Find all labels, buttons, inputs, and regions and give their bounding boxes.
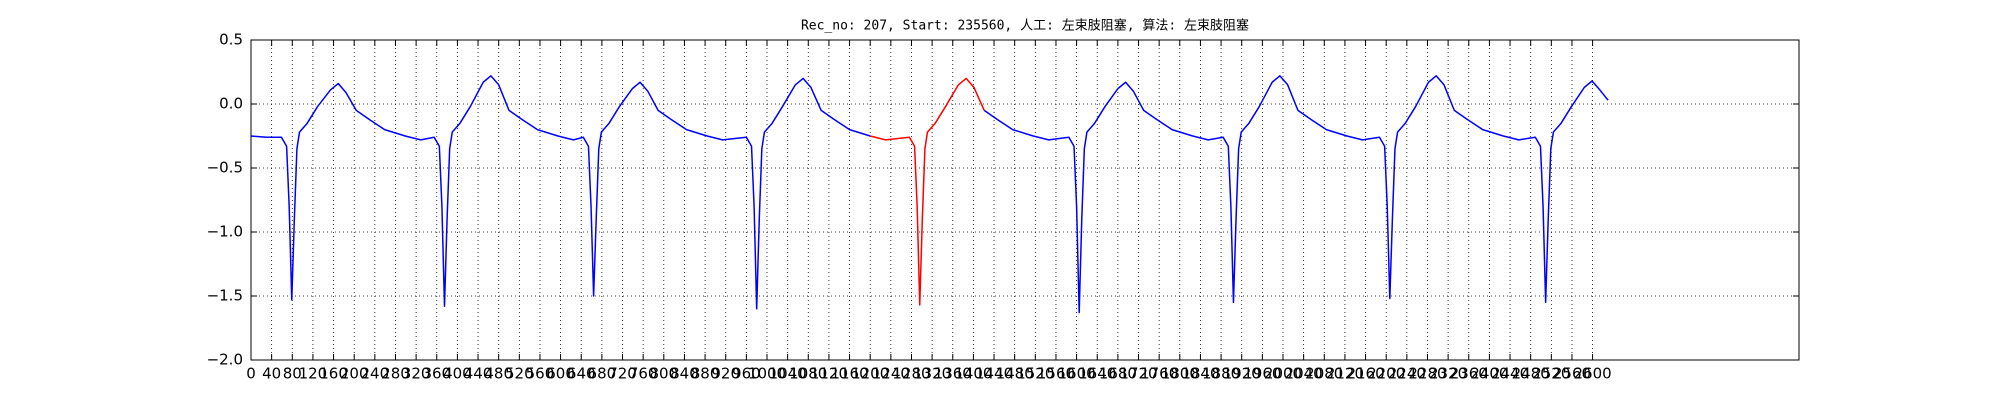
x-tick-label: 720 (608, 365, 637, 383)
x-tick-label: 1280 (892, 365, 930, 383)
x-tick-label: 640 (567, 365, 596, 383)
x-tick-label: 2200 (1367, 365, 1405, 383)
x-tick-label: 2560 (1553, 365, 1591, 383)
x-tick-label: 1400 (954, 365, 992, 383)
x-tick-label: 1120 (810, 365, 848, 383)
y-tick-label: −0.5 (207, 159, 243, 177)
x-tick-label: 1200 (851, 365, 889, 383)
x-tick-label: 320 (402, 365, 431, 383)
x-tick-label: 760 (629, 365, 658, 383)
x-tick-label: 1080 (789, 365, 827, 383)
x-tick-label: 2240 (1388, 365, 1426, 383)
x-tick-label: 1680 (1099, 365, 1137, 383)
y-tick-label: −1.5 (207, 287, 243, 305)
x-tick-label: 480 (484, 365, 513, 383)
x-tick-label: 2480 (1512, 365, 1550, 383)
x-tick-label: 600 (546, 365, 575, 383)
x-tick-label: 200 (340, 365, 369, 383)
x-tick-label: 120 (299, 365, 328, 383)
x-tick-label: 2440 (1491, 365, 1529, 383)
x-tick-label: 1720 (1119, 365, 1157, 383)
x-tick-label: 160 (319, 365, 348, 383)
x-tick-label: 1160 (830, 365, 868, 383)
x-tick-label: 1840 (1181, 365, 1219, 383)
x-tick-label: 0 (246, 365, 256, 383)
data-line (870, 77, 985, 306)
y-tick-label: −2.0 (207, 351, 243, 369)
x-tick-label: 2080 (1305, 365, 1343, 383)
x-tick-label: 960 (732, 365, 761, 383)
x-tick-label: 2000 (1264, 365, 1302, 383)
data-line (983, 75, 1609, 314)
x-tick-label: 1440 (975, 365, 1013, 383)
x-tick-label: 1640 (1078, 365, 1116, 383)
x-tick-label: 1880 (1202, 365, 1240, 383)
plot-frame (250, 39, 1800, 361)
x-tick-label: 1320 (913, 365, 951, 383)
x-tick-label: 2320 (1429, 365, 1467, 383)
x-tick-label: 520 (505, 365, 534, 383)
x-tick-label: 1520 (1016, 365, 1054, 383)
x-tick-label: 920 (711, 365, 740, 383)
x-tick-label: 800 (649, 365, 678, 383)
x-tick-label: 440 (464, 365, 493, 383)
x-tick-label: 1760 (1140, 365, 1178, 383)
x-tick-label: 1360 (934, 365, 972, 383)
x-tick-label: 1800 (1161, 365, 1199, 383)
x-tick-label: 560 (526, 365, 555, 383)
x-tick-label: 240 (361, 365, 390, 383)
x-tick-label: 2400 (1470, 365, 1508, 383)
x-tick-label: 80 (283, 365, 302, 383)
x-tick-label: 2160 (1346, 365, 1384, 383)
x-tick-label: 1600 (1058, 365, 1096, 383)
x-tick-label: 1040 (769, 365, 807, 383)
x-tick-label: 2600 (1574, 365, 1612, 383)
x-tick-label: 1480 (996, 365, 1034, 383)
x-tick-label: 880 (691, 365, 720, 383)
x-tick-label: 840 (670, 365, 699, 383)
y-tick-label: 0.5 (219, 31, 243, 49)
x-tick-label: 280 (381, 365, 410, 383)
x-tick-label: 1560 (1037, 365, 1075, 383)
x-tick-label: 360 (422, 365, 451, 383)
x-tick-label: 2360 (1450, 365, 1488, 383)
x-tick-label: 2040 (1285, 365, 1323, 383)
x-tick-label: 2520 (1532, 365, 1570, 383)
x-tick-label: 400 (443, 365, 472, 383)
x-tick-label: 2120 (1326, 365, 1364, 383)
y-tick-label: −1.0 (207, 223, 243, 241)
x-tick-label: 2280 (1408, 365, 1446, 383)
x-tick-label: 1920 (1223, 365, 1261, 383)
chart-title: Rec_no: 207, Start: 235560, 人工: 左束肢阻塞, 算… (801, 18, 1249, 34)
x-tick-label: 1000 (748, 365, 786, 383)
x-tick-label: 680 (588, 365, 617, 383)
x-tick-label: 40 (262, 365, 281, 383)
x-tick-label: 1960 (1243, 365, 1281, 383)
x-tick-label: 1240 (872, 365, 910, 383)
y-tick-label: 0.0 (219, 95, 243, 113)
data-line (250, 75, 871, 310)
